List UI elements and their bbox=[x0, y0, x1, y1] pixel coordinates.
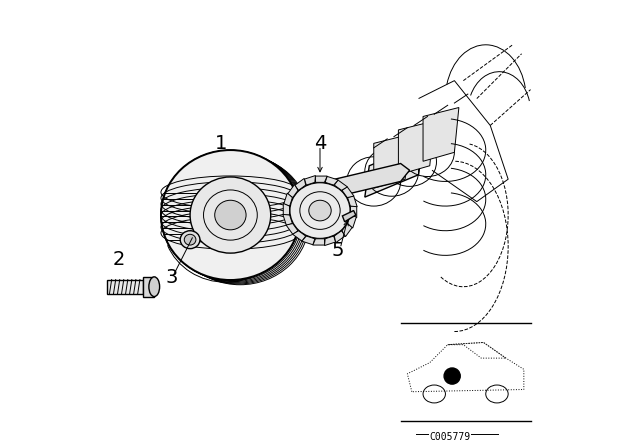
Polygon shape bbox=[302, 236, 315, 245]
Polygon shape bbox=[365, 143, 423, 197]
Ellipse shape bbox=[190, 177, 271, 253]
Ellipse shape bbox=[289, 182, 351, 239]
Text: 3: 3 bbox=[166, 268, 179, 287]
Polygon shape bbox=[398, 121, 435, 175]
Polygon shape bbox=[342, 187, 354, 198]
Polygon shape bbox=[348, 215, 356, 228]
Polygon shape bbox=[324, 236, 335, 246]
Polygon shape bbox=[284, 193, 292, 206]
Polygon shape bbox=[374, 134, 410, 188]
Ellipse shape bbox=[180, 231, 200, 249]
Ellipse shape bbox=[149, 277, 159, 297]
Polygon shape bbox=[342, 224, 353, 237]
Polygon shape bbox=[305, 176, 316, 185]
Polygon shape bbox=[298, 164, 410, 204]
Polygon shape bbox=[342, 211, 356, 222]
Ellipse shape bbox=[215, 200, 246, 230]
Polygon shape bbox=[287, 185, 298, 198]
Text: 2: 2 bbox=[112, 250, 125, 269]
Ellipse shape bbox=[161, 150, 300, 280]
Polygon shape bbox=[284, 203, 289, 215]
Polygon shape bbox=[143, 277, 154, 297]
Polygon shape bbox=[325, 177, 338, 185]
Text: 1: 1 bbox=[215, 134, 228, 153]
Polygon shape bbox=[423, 108, 459, 161]
Circle shape bbox=[444, 368, 460, 384]
Polygon shape bbox=[334, 231, 345, 243]
Polygon shape bbox=[286, 224, 298, 234]
Ellipse shape bbox=[184, 234, 196, 245]
Polygon shape bbox=[295, 178, 306, 190]
Text: 5: 5 bbox=[332, 241, 344, 260]
Ellipse shape bbox=[309, 200, 332, 221]
Polygon shape bbox=[283, 215, 292, 225]
Polygon shape bbox=[351, 206, 356, 218]
Polygon shape bbox=[334, 180, 348, 190]
Polygon shape bbox=[313, 239, 324, 245]
Polygon shape bbox=[348, 196, 357, 207]
Polygon shape bbox=[292, 231, 306, 241]
Text: 4: 4 bbox=[314, 134, 326, 153]
Text: C005779: C005779 bbox=[429, 432, 470, 442]
Polygon shape bbox=[316, 176, 327, 182]
Polygon shape bbox=[108, 280, 143, 294]
